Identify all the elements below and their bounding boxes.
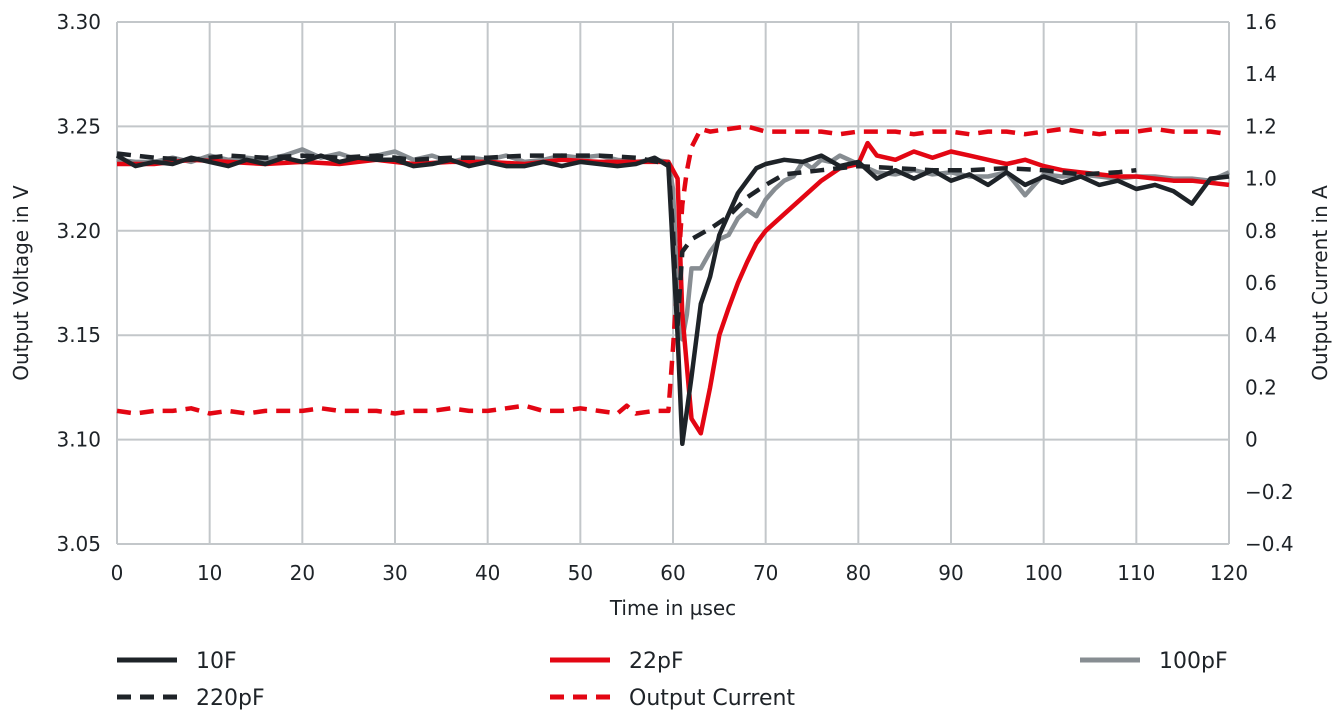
legend-label: Output Current	[629, 686, 795, 710]
y2-tick-label: 0.6	[1245, 271, 1277, 295]
y-tick-label: 3.05	[56, 532, 101, 556]
legend-label: 10F	[196, 649, 237, 674]
x-tick-label: 120	[1210, 561, 1248, 585]
y2-tick-label: 0.8	[1245, 219, 1277, 243]
x-axis-title: Time in µsec	[609, 596, 736, 620]
x-tick-label: 90	[938, 561, 963, 585]
x-tick-label: 100	[1025, 561, 1063, 585]
x-tick-label: 30	[382, 561, 407, 585]
y2-tick-label: 1.0	[1245, 167, 1277, 191]
x-tick-label: 10	[197, 561, 222, 585]
y2-tick-label: 0.4	[1245, 323, 1277, 347]
y2-axis-title: Output Current in A	[1308, 185, 1332, 381]
x-tick-label: 50	[568, 561, 593, 585]
y2-tick-label: 1.6	[1245, 10, 1277, 34]
legend-label: 220pF	[196, 686, 265, 710]
x-tick-label: 60	[660, 561, 685, 585]
y2-tick-label: −0.2	[1245, 480, 1294, 504]
y2-tick-label: 1.2	[1245, 114, 1277, 138]
x-tick-label: 110	[1117, 561, 1155, 585]
y-tick-label: 3.20	[56, 219, 101, 243]
x-tick-label: 20	[290, 561, 315, 585]
x-tick-label: 70	[753, 561, 778, 585]
series-line-10f	[115, 153, 1230, 447]
left-axis-ticks: 3.05 3.10 3.15 3.20 3.25 3.30	[56, 10, 101, 556]
y2-tick-label: 0	[1245, 428, 1258, 452]
legend-label: 100pF	[1159, 649, 1228, 674]
legend: 10F 22pF 100pF 220pF Output Current	[117, 649, 1228, 710]
y2-tick-label: −0.4	[1245, 532, 1294, 556]
y-tick-label: 3.15	[56, 323, 101, 347]
x-tick-label: 80	[846, 561, 871, 585]
right-axis-ticks: −0.4 −0.2 0 0.2 0.4 0.6 0.8 1.0 1.2 1.4 1.6	[1245, 10, 1294, 556]
y2-tick-label: 1.4	[1245, 62, 1277, 86]
series-line-220pf	[116, 151, 1137, 328]
y-tick-label: 3.25	[56, 114, 101, 138]
y2-tick-label: 0.2	[1245, 375, 1277, 399]
y-tick-label: 3.10	[56, 428, 101, 452]
legend-label: 22pF	[629, 649, 684, 674]
y-axis-title: Output Voltage in V	[9, 185, 33, 381]
plot-area	[115, 124, 1230, 447]
bottom-axis-ticks: 0 10 20 30 40 50 60 70 80 90 100 110 120	[111, 561, 1248, 585]
x-tick-label: 40	[475, 561, 500, 585]
y-tick-label: 3.30	[56, 10, 101, 34]
x-tick-label: 0	[111, 561, 124, 585]
